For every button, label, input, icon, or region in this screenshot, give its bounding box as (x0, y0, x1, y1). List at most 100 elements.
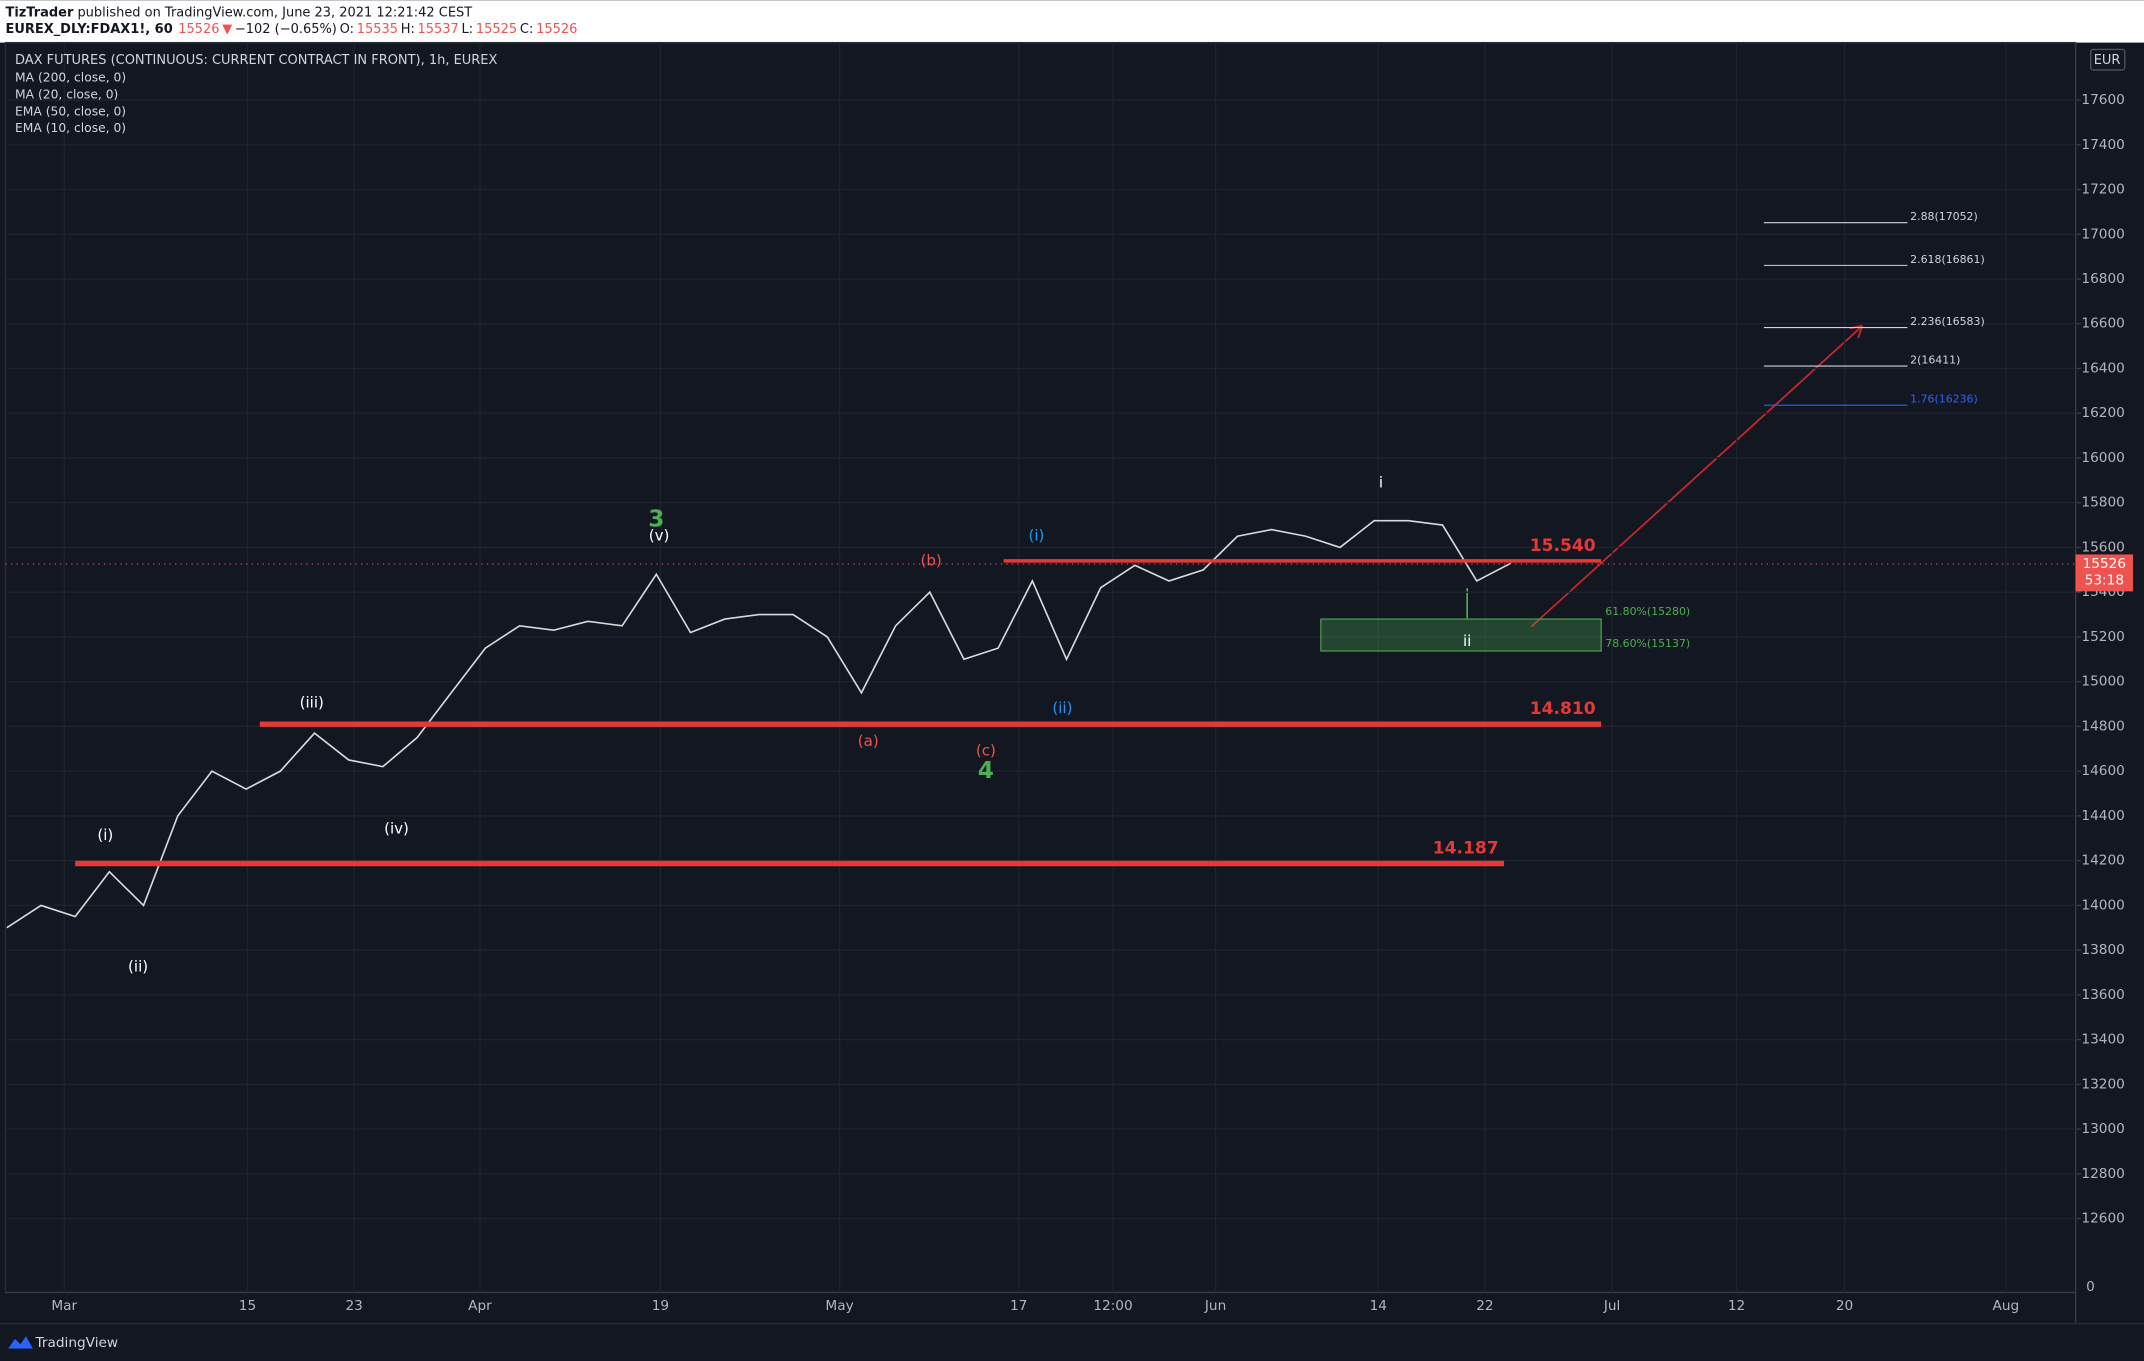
x-tick-label: 17 (1010, 1298, 1027, 1314)
wave-label: 3 (648, 505, 664, 532)
price-line (6, 519, 1512, 929)
quote-item: 15525 (476, 21, 517, 36)
fib-label: 2.236(16583) (1910, 315, 1985, 328)
quote-item: 15526 (178, 21, 219, 36)
retracement-zone (1320, 618, 1602, 652)
y-tick-label: 14000 (2081, 897, 2124, 913)
wave-label: (c) (976, 741, 996, 759)
header-line: TizTrader published on TradingView.com, J… (5, 5, 472, 20)
quote-item: 15537 (418, 21, 459, 36)
fib-label: 2(16411) (1910, 354, 1960, 367)
y-tick-label: 17600 (2081, 92, 2124, 108)
indicator-label: EMA (50, close, 0) (15, 104, 126, 118)
y-tick-label: 14600 (2081, 763, 2124, 779)
y-tick-label: 13000 (2081, 1121, 2124, 1137)
quote-item: −102 (−0.65%) (235, 21, 337, 36)
y-tick-label: 14800 (2081, 718, 2124, 734)
quote-item: C: (520, 21, 533, 36)
x-tick-label: 23 (345, 1298, 362, 1314)
level-label: 15.540 (1530, 536, 1596, 556)
currency: EUR (2094, 53, 2121, 68)
quote-item: 15535 (357, 21, 398, 36)
wave-label: (iv) (384, 819, 409, 837)
y-tick-label: 15000 (2081, 674, 2124, 690)
y-tick-label: 13600 (2081, 987, 2124, 1003)
y-tick-label: 16000 (2081, 450, 2124, 466)
wave-label: (i) (1028, 527, 1044, 545)
fib-label: 2.88(17052) (1910, 210, 1978, 223)
y-tick-label: 12800 (2081, 1166, 2124, 1182)
y-tick-label: 15600 (2081, 539, 2124, 555)
symbol: EUREX_DLY:FDAX1!, 60 (5, 21, 172, 36)
x-tick-label: Aug (1993, 1298, 2020, 1314)
tv-logo (8, 1336, 33, 1349)
level-label: 14.810 (1530, 699, 1596, 719)
x-tick-label: May (825, 1298, 853, 1314)
x-tick-label: 15 (239, 1298, 256, 1314)
fib-label: 1.76(16236) (1910, 393, 1978, 406)
wave-label: (ii) (128, 957, 148, 975)
y-tick-label: 13200 (2081, 1076, 2124, 1092)
wave-label: i (1379, 473, 1383, 491)
last-price-badge (2075, 554, 2134, 592)
y-tick-label: 16600 (2081, 316, 2124, 332)
quote-item: ▼ (222, 21, 232, 36)
published: published on TradingView.com, June 23, 2… (77, 5, 472, 20)
x-tick-label: 20 (1836, 1298, 1853, 1314)
y-tick-label: 14200 (2081, 853, 2124, 869)
retracement-label: 61.80%(15280) (1605, 605, 1690, 618)
currency-box (2089, 48, 2126, 71)
quote-item: 15526 (536, 21, 577, 36)
wave-label: (iii) (300, 694, 324, 712)
wave-label: (b) (921, 551, 942, 569)
retracement-label: 78.60%(15137) (1605, 637, 1690, 650)
x-tick-label: 22 (1476, 1298, 1493, 1314)
x-tick-label: Jul (1603, 1298, 1620, 1314)
indicator-label: EMA (10, close, 0) (15, 121, 126, 135)
wave-label: ii (1463, 632, 1471, 650)
countdown: 53:18 (2085, 572, 2124, 588)
x-tick-label: 12:00 (1093, 1298, 1132, 1314)
y-tick-label: 15200 (2081, 629, 2124, 645)
x-tick-label: Jun (1204, 1298, 1226, 1314)
chart-title: DAX FUTURES (CONTINUOUS: CURRENT CONTRAC… (15, 53, 497, 68)
quote-item: L: (462, 21, 474, 36)
y-tick-label: 16400 (2081, 360, 2124, 376)
plot-area (4, 41, 2077, 1294)
wave-label: (ii) (1052, 699, 1072, 717)
y-tick-label: 13400 (2081, 1032, 2124, 1048)
y-tick-label: 17200 (2081, 182, 2124, 198)
wave-label: (a) (858, 732, 879, 750)
axis-floor-label: 0 (2086, 1279, 2095, 1295)
header-bar (0, 0, 2144, 43)
y-tick-label: 16200 (2081, 405, 2124, 421)
indicator-label: MA (200, close, 0) (15, 71, 126, 85)
footer-bar (0, 1323, 2144, 1361)
projection-arrow (1530, 327, 1861, 628)
wave-label: (i) (97, 826, 113, 844)
level-label: 14.187 (1433, 839, 1499, 859)
last-price: 15526 (2083, 556, 2126, 572)
brand: TradingView (35, 1335, 119, 1351)
wave-label: (v) (649, 527, 670, 545)
y-tick-label: 17000 (2081, 226, 2124, 242)
x-tick-label: Mar (51, 1298, 77, 1314)
x-tick-label: 19 (652, 1298, 669, 1314)
wave-label: 4 (978, 757, 994, 784)
quote-item: O: (340, 21, 354, 36)
y-tick-label: 12600 (2081, 1211, 2124, 1227)
x-tick-label: 12 (1728, 1298, 1745, 1314)
author: TizTrader (5, 5, 73, 20)
y-tick-label: 14400 (2081, 808, 2124, 824)
y-tick-label: 16800 (2081, 271, 2124, 287)
y-tick-label: 15800 (2081, 495, 2124, 511)
quote-item: H: (401, 21, 415, 36)
x-tick-label: 14 (1370, 1298, 1387, 1314)
quote-line: EUREX_DLY:FDAX1!, 60 15526 ▼ −102 (−0.65%) O… (5, 21, 577, 36)
y-tick-label: 17400 (2081, 137, 2124, 153)
y-tick-label: 13800 (2081, 942, 2124, 958)
fib-label: 2.618(16861) (1910, 253, 1985, 266)
x-tick-label: Apr (468, 1298, 492, 1314)
